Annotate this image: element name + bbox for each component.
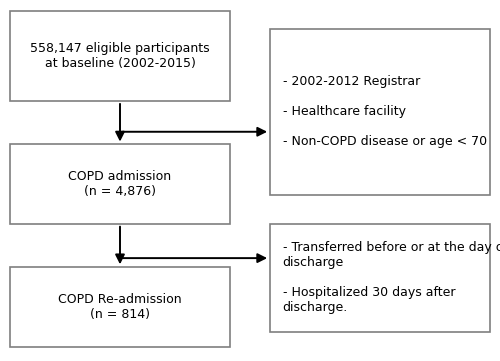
Text: COPD Re-admission
(n = 814): COPD Re-admission (n = 814) [58,293,182,321]
Text: - 2002-2012 Registrar

- Healthcare facility

- Non-COPD disease or age < 70: - 2002-2012 Registrar - Healthcare facil… [282,75,486,148]
FancyBboxPatch shape [270,224,490,332]
FancyBboxPatch shape [10,267,230,347]
Text: - Transferred before or at the day of
discharge

- Hospitalized 30 days after
di: - Transferred before or at the day of di… [282,242,500,314]
FancyBboxPatch shape [10,144,230,224]
FancyBboxPatch shape [10,11,230,101]
FancyBboxPatch shape [270,29,490,195]
Text: 558,147 eligible participants
at baseline (2002-2015): 558,147 eligible participants at baselin… [30,42,210,70]
Text: COPD admission
(n = 4,876): COPD admission (n = 4,876) [68,170,172,198]
